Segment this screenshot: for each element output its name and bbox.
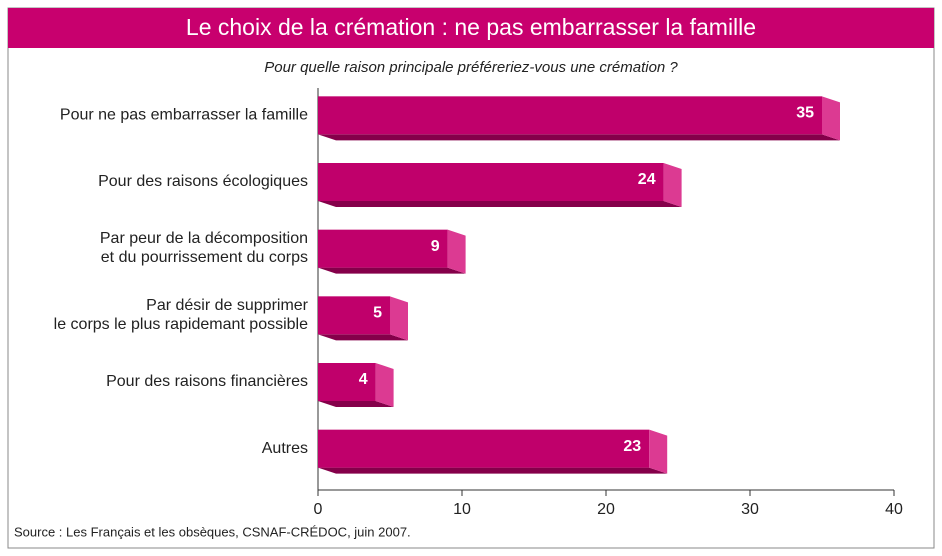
x-tick-label: 30 bbox=[741, 501, 759, 518]
bar bbox=[318, 229, 466, 274]
source: Source : Les Français et les obsèques, C… bbox=[14, 524, 411, 539]
value-label: 23 bbox=[623, 438, 641, 455]
chart-title: Le choix de la crémation : ne pas embarr… bbox=[186, 14, 756, 40]
bar bbox=[318, 363, 394, 407]
y-tick-label: Pour ne pas embarrasser la famille bbox=[60, 107, 308, 124]
y-tick-label: Pour des raisons écologiques bbox=[98, 173, 308, 190]
value-label: 24 bbox=[638, 171, 656, 188]
y-tick-label: Par peur de la décomposition et du pourri… bbox=[100, 230, 308, 266]
y-tick-label: Par désir de supprimer le corps le plus r… bbox=[54, 297, 309, 333]
y-tick-label: Pour des raisons financières bbox=[106, 373, 308, 390]
x-tick-label: 0 bbox=[314, 501, 323, 518]
x-tick-label: 40 bbox=[885, 501, 903, 518]
bar bbox=[318, 163, 682, 207]
x-tick-label: 20 bbox=[597, 501, 615, 518]
value-label: 4 bbox=[359, 371, 368, 388]
bar bbox=[318, 429, 668, 474]
y-tick-label: Autres bbox=[262, 440, 308, 457]
value-label: 5 bbox=[373, 305, 382, 322]
title-band bbox=[8, 8, 934, 48]
bar bbox=[318, 96, 840, 141]
value-label: 35 bbox=[796, 105, 814, 122]
bar bbox=[318, 296, 408, 341]
chart-subtitle: Pour quelle raison principale préférerie… bbox=[264, 59, 678, 76]
x-tick-label: 10 bbox=[453, 501, 471, 518]
value-label: 9 bbox=[431, 238, 440, 255]
